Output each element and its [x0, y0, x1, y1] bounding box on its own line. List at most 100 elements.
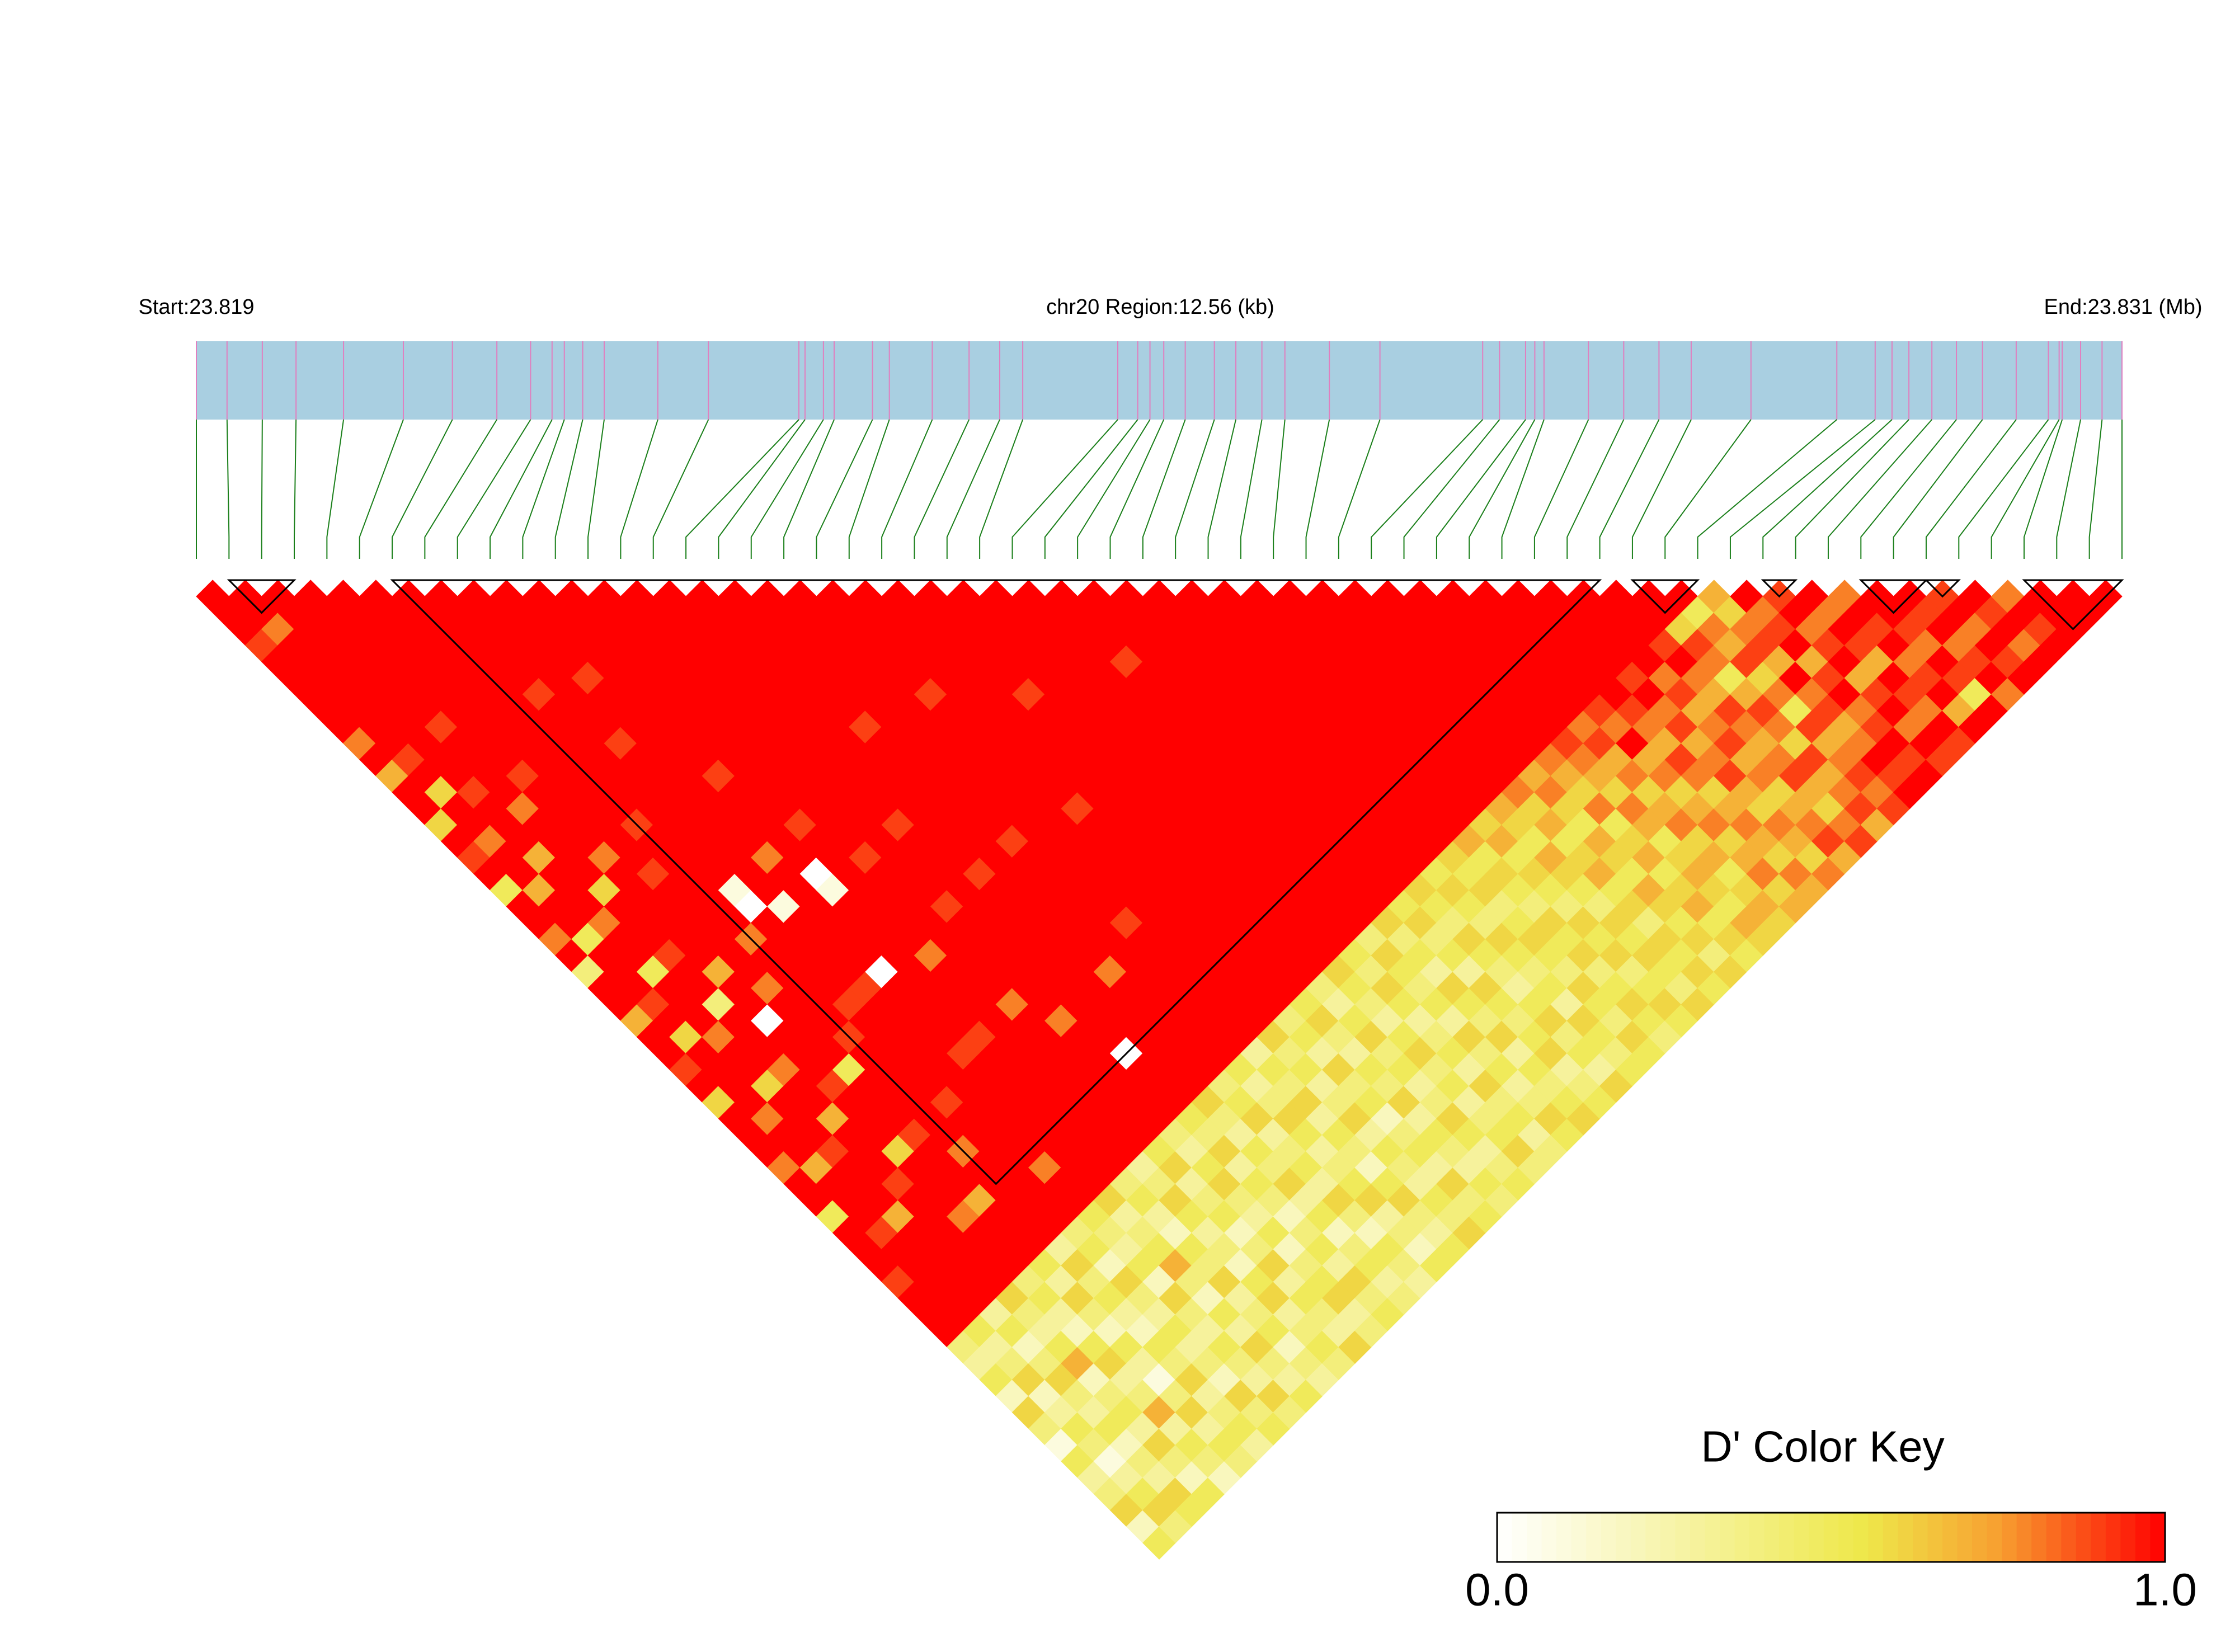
- color-key-swatch: [1883, 1513, 1899, 1562]
- snp-connector: [979, 419, 1024, 559]
- snp-connector: [1109, 419, 1165, 559]
- snp-connector: [620, 419, 658, 559]
- color-key-swatch: [1497, 1513, 1513, 1562]
- snp-bar: [196, 341, 2122, 420]
- color-key-swatch: [2076, 1513, 2092, 1562]
- ld-block-outline: [1761, 579, 1798, 598]
- snp-connector: [946, 419, 1000, 559]
- snp-connector: [1305, 419, 1330, 559]
- color-key-swatch: [1541, 1513, 1557, 1562]
- color-key-swatch: [2120, 1513, 2136, 1562]
- color-key-swatch: [1586, 1513, 1602, 1562]
- snp-connector: [1664, 419, 1752, 559]
- color-key-swatch: [1749, 1513, 1765, 1562]
- color-key-swatch: [1645, 1513, 1661, 1562]
- snp-connector: [1925, 419, 2017, 559]
- snp-connector: [1827, 419, 1932, 559]
- color-key-swatch: [1512, 1513, 1527, 1562]
- color-key-swatch: [1838, 1513, 1854, 1562]
- color-key-swatch: [1720, 1513, 1735, 1562]
- snp-connector: [1533, 419, 1589, 559]
- color-key-frame: [1496, 1512, 2166, 1563]
- snp-connector: [1142, 419, 1186, 559]
- color-key-swatch: [2091, 1513, 2106, 1562]
- ld-block-outline: [2022, 579, 2124, 630]
- color-key-swatch: [1868, 1513, 1884, 1562]
- color-key-swatch: [1571, 1513, 1587, 1562]
- snp-connector: [1469, 419, 1536, 559]
- snp-connector: [424, 419, 497, 559]
- snp-connector: [1207, 419, 1236, 559]
- ld-block-outline: [1924, 579, 1961, 598]
- snp-connector: [1011, 419, 1118, 559]
- heatmap-group: [196, 580, 2123, 1560]
- end-label: End:23.831 (Mb): [2044, 295, 2202, 319]
- color-key-group: 0.0 1.0: [1465, 1512, 2197, 1616]
- color-key-swatch: [1675, 1513, 1691, 1562]
- color-key-swatch: [2031, 1513, 2047, 1562]
- snp-connector: [457, 419, 531, 559]
- snp-connector: [2088, 419, 2103, 559]
- color-key-swatch: [1972, 1513, 1988, 1562]
- color-key-swatch: [1764, 1513, 1780, 1562]
- color-key-swatch: [1690, 1513, 1706, 1562]
- snp-connector: [587, 419, 605, 559]
- snp-connector: [1566, 419, 1625, 559]
- snp-connector: [914, 419, 970, 559]
- snp-connector: [1501, 419, 1545, 559]
- snp-connector: [392, 419, 453, 559]
- color-key-swatch: [1853, 1513, 1869, 1562]
- ld-block-outline: [1858, 579, 1928, 614]
- snp-connector: [1044, 419, 1138, 559]
- snp-connector: [1893, 419, 1983, 559]
- color-key-swatch: [1705, 1513, 1720, 1562]
- snp-connector: [1403, 419, 1500, 559]
- ld-block-outline: [227, 579, 297, 614]
- color-key-swatch: [2002, 1513, 2017, 1562]
- snp-connector: [554, 419, 584, 559]
- color-key-swatch: [1942, 1513, 1958, 1562]
- snp-connector: [1991, 419, 2060, 559]
- block-group: [227, 579, 2124, 1185]
- color-key-swatch: [1616, 1513, 1631, 1562]
- color-key-swatch: [2135, 1513, 2151, 1562]
- ld-block-outline: [1630, 579, 1700, 614]
- color-key-swatch: [1809, 1513, 1824, 1562]
- snp-connector: [685, 419, 799, 559]
- color-key-swatch: [1556, 1513, 1572, 1562]
- snp-bar-group: [196, 341, 2123, 559]
- color-key-swatch: [2061, 1513, 2077, 1562]
- color-key-swatch: [1912, 1513, 1928, 1562]
- snp-connector: [1860, 419, 1957, 559]
- color-key-swatch: [1957, 1513, 1973, 1562]
- snp-connector: [490, 419, 553, 559]
- snp-connector: [1762, 419, 1893, 559]
- snp-connector: [226, 419, 230, 559]
- snp-connector: [1077, 419, 1151, 559]
- snp-connector: [1371, 419, 1483, 559]
- color-key-swatch: [2046, 1513, 2062, 1562]
- snp-connector: [2023, 419, 2063, 559]
- snp-connector: [816, 419, 873, 559]
- snp-connector: [1599, 419, 1660, 559]
- snp-connector: [783, 419, 835, 559]
- snp-connector: [1729, 419, 1876, 559]
- color-key-swatch: [1823, 1513, 1839, 1562]
- color-key-swatch: [1734, 1513, 1750, 1562]
- color-key-swatch: [1601, 1513, 1617, 1562]
- snp-connector: [1697, 419, 1837, 559]
- color-key-swatch: [2150, 1513, 2166, 1562]
- snp-connector: [718, 419, 806, 559]
- snp-connector: [294, 419, 297, 559]
- start-label: Start:23.819: [138, 295, 254, 319]
- color-key-tick-label: 1.0: [2133, 1565, 2197, 1616]
- snp-connector: [2056, 419, 2081, 559]
- snp-connector: [881, 419, 933, 559]
- snp-connector: [750, 419, 824, 559]
- color-key-swatch: [2105, 1513, 2121, 1562]
- snp-connector: [1631, 419, 1692, 559]
- color-key-swatch: [1527, 1513, 1542, 1562]
- color-key-swatch: [1779, 1513, 1795, 1562]
- ld-block-outline: [390, 579, 1602, 1185]
